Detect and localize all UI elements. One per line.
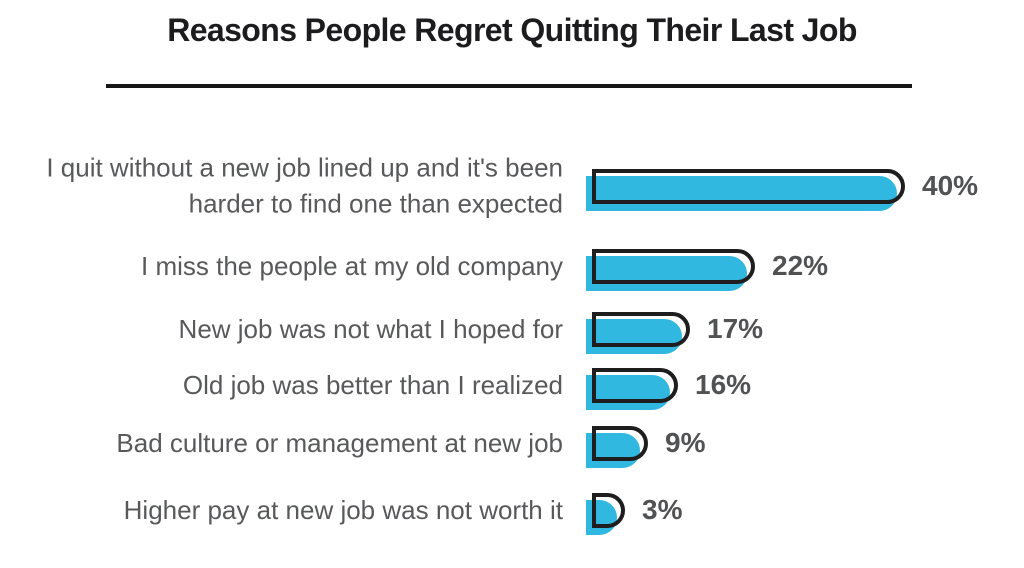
- chart-row: Higher pay at new job was not worth it 3…: [0, 493, 1024, 535]
- bar: [0, 312, 1024, 354]
- bar: [0, 368, 1024, 410]
- chart-row: I miss the people at my old company 22%: [0, 249, 1024, 291]
- value-label: 3%: [642, 494, 683, 525]
- category-label: I quit without a new job lined up and it…: [46, 152, 563, 219]
- value-label: 40%: [922, 170, 979, 201]
- title-divider-line: [106, 84, 912, 88]
- bar: [0, 169, 1024, 211]
- value-label: 22%: [772, 250, 829, 281]
- bar-outline: [592, 426, 648, 461]
- bar-fill: [586, 176, 897, 211]
- category-label: Bad culture or management at new job: [116, 427, 563, 458]
- value-label: 17%: [707, 313, 764, 344]
- chart-row: New job was not what I hoped for 17%: [0, 312, 1024, 354]
- category-label: Old job was better than I realized: [182, 369, 563, 400]
- bar: [0, 249, 1024, 291]
- chart-row: Old job was better than I realized 16%: [0, 368, 1024, 410]
- category-label: I miss the people at my old company: [141, 250, 563, 281]
- category-label: New job was not what I hoped for: [178, 313, 563, 344]
- bar-outline: [592, 493, 625, 528]
- bar-outline: [592, 249, 755, 284]
- chart-row: I quit without a new job lined up and it…: [0, 153, 1024, 219]
- value-label: 9%: [665, 427, 706, 458]
- bar-outline: [592, 169, 905, 204]
- bar-outline: [592, 368, 678, 403]
- chart-row: Bad culture or management at new job 9%: [0, 426, 1024, 468]
- category-label: Higher pay at new job was not worth it: [123, 494, 563, 525]
- value-label: 16%: [695, 369, 752, 400]
- chart-title: Reasons People Regret Quitting Their Las…: [167, 12, 857, 48]
- bar: [0, 426, 1024, 468]
- bar: [0, 493, 1024, 535]
- bar-fill: [586, 256, 747, 291]
- bar-outline: [592, 312, 690, 347]
